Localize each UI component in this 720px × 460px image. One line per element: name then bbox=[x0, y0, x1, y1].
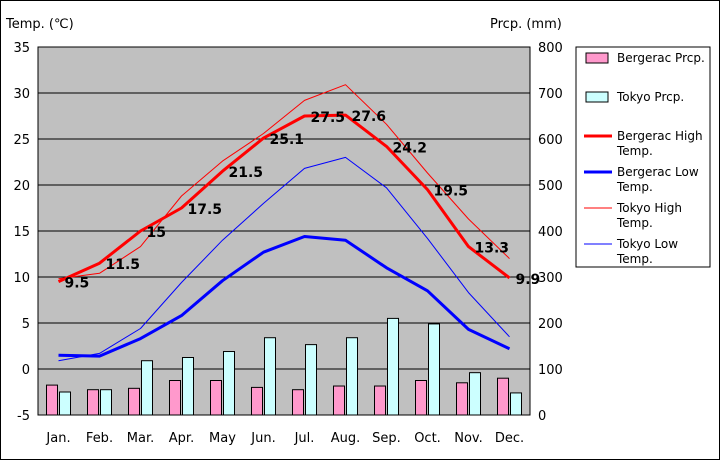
data-label: 19.5 bbox=[434, 184, 469, 200]
x-axis-ticks: Jan. Feb. Mar. Apr. May Jun. Jul. Aug. Sep. Oct. N… bbox=[45, 431, 524, 446]
left-tick-label: 30 bbox=[13, 87, 30, 102]
legend-label: Bergerac Prcp. bbox=[617, 51, 705, 65]
right-tick-label: 700 bbox=[538, 87, 563, 102]
tokyo-prcp-bar bbox=[100, 389, 112, 416]
left-tick-label: 10 bbox=[13, 271, 30, 286]
tokyo-prcp-bar bbox=[59, 391, 71, 416]
right-tick-label: 600 bbox=[538, 133, 563, 148]
bergerac-low-temp-line bbox=[58, 235, 511, 358]
tokyo-prcp-bar bbox=[182, 357, 194, 416]
left-tick-label: 35 bbox=[13, 41, 30, 56]
bergerac-high-temp-line bbox=[57, 113, 511, 283]
bergerac-prcp-legend-swatch bbox=[585, 52, 609, 64]
right-tick-label: 200 bbox=[538, 317, 563, 332]
left-tick-label: 5 bbox=[22, 317, 30, 332]
x-tick-label: Nov. bbox=[454, 431, 483, 446]
tokyo-prcp-bar bbox=[223, 351, 235, 416]
bergerac-prcp-bar bbox=[333, 385, 345, 416]
x-tick-label: Feb. bbox=[86, 431, 113, 446]
tokyo-prcp-bar bbox=[305, 344, 317, 416]
data-label: 11.5 bbox=[106, 257, 141, 273]
legend-label: Temp. bbox=[616, 144, 653, 158]
bergerac-prcp-bar bbox=[292, 389, 304, 416]
right-tick-label: 0 bbox=[538, 409, 546, 424]
left-axis-title: Temp. (℃) bbox=[5, 17, 74, 32]
legend-label: Tokyo Prcp. bbox=[616, 90, 684, 104]
temperature-lines bbox=[57, 84, 511, 362]
data-label: 27.6 bbox=[352, 109, 387, 125]
x-tick-label: Mar. bbox=[127, 431, 154, 446]
grid-lines bbox=[38, 92, 530, 370]
x-tick-label: Sep. bbox=[372, 431, 401, 446]
data-label: 17.5 bbox=[188, 202, 223, 218]
data-label: 24.2 bbox=[393, 140, 428, 156]
data-label: 15 bbox=[147, 225, 166, 241]
legend: Bergerac Prcp.Tokyo Prcp.Bergerac HighTe… bbox=[575, 46, 711, 268]
right-tick-label: 800 bbox=[538, 41, 563, 56]
tokyo-prcp-bar bbox=[387, 317, 399, 416]
bergerac-prcp-bar bbox=[456, 382, 468, 416]
bergerac-prcp-bar bbox=[210, 380, 222, 416]
x-tick-label: Jun. bbox=[250, 431, 275, 446]
legend-label: Temp. bbox=[616, 180, 653, 194]
bergerac-prcp-bar bbox=[87, 389, 99, 416]
right-tick-label: 500 bbox=[538, 179, 563, 194]
tokyo-prcp-bar bbox=[469, 372, 481, 416]
tokyo-prcp-bar bbox=[264, 337, 276, 416]
legend-label: Bergerac Low bbox=[617, 165, 699, 179]
legend-label: Temp. bbox=[616, 252, 653, 266]
tokyo-prcp-bar bbox=[141, 360, 153, 416]
data-label: 13.3 bbox=[475, 241, 510, 257]
left-axis-ticks: 35 30 25 20 15 10 5 0 -5 bbox=[13, 41, 30, 424]
data-label: 21.5 bbox=[229, 165, 264, 181]
left-tick-label: -5 bbox=[17, 409, 30, 424]
right-axis-ticks: 800 700 600 500 400 300 200 100 0 bbox=[538, 41, 563, 424]
tokyo-low-temp-line bbox=[58, 156, 510, 362]
bergerac-prcp-bar bbox=[497, 377, 509, 416]
right-tick-label: 300 bbox=[538, 271, 563, 286]
x-tick-label: Oct. bbox=[414, 431, 441, 446]
bergerac-prcp-bar bbox=[169, 380, 181, 416]
data-label: 9.5 bbox=[65, 276, 90, 292]
bergerac-prcp-bar bbox=[415, 380, 427, 416]
tokyo-prcp-bar bbox=[510, 392, 522, 416]
left-tick-label: 25 bbox=[13, 133, 30, 148]
tokyo-prcp-bar bbox=[346, 337, 358, 416]
legend-label: Tokyo High bbox=[616, 201, 682, 215]
legend-box bbox=[575, 46, 711, 268]
x-tick-label: Apr. bbox=[169, 431, 194, 446]
tokyo-prcp-legend-swatch bbox=[585, 91, 609, 103]
left-tick-label: 15 bbox=[13, 225, 30, 240]
left-tick-label: 20 bbox=[13, 179, 30, 194]
data-labels: 9.5 11.5 15 17.5 21.5 25.1 27.5 27.6 24.2 19.5 13.… bbox=[65, 109, 541, 292]
bergerac-prcp-bar bbox=[374, 385, 386, 416]
right-tick-label: 400 bbox=[538, 225, 563, 240]
x-tick-label: Aug. bbox=[331, 431, 361, 446]
x-tick-label: Jul. bbox=[294, 431, 315, 446]
bergerac-prcp-bar bbox=[128, 387, 140, 416]
tokyo-prcp-bar bbox=[428, 323, 440, 416]
x-tick-label: Dec. bbox=[495, 431, 524, 446]
data-label: 25.1 bbox=[270, 132, 305, 148]
right-tick-label: 100 bbox=[538, 363, 563, 378]
x-tick-label: Jan. bbox=[45, 431, 70, 446]
bergerac-prcp-bar bbox=[46, 384, 58, 416]
data-label: 27.5 bbox=[311, 110, 346, 126]
legend-label: Bergerac High bbox=[617, 129, 703, 143]
legend-label: Temp. bbox=[616, 216, 653, 230]
right-axis-title: Prcp. (mm) bbox=[490, 17, 562, 32]
x-tick-label: May bbox=[209, 431, 236, 446]
legend-label: Tokyo Low bbox=[616, 237, 678, 251]
precipitation-bars bbox=[46, 317, 522, 416]
data-label: 9.9 bbox=[516, 272, 541, 288]
bergerac-prcp-bar bbox=[251, 386, 263, 416]
left-tick-label: 0 bbox=[22, 363, 30, 378]
tokyo-high-temp-line bbox=[58, 84, 510, 280]
